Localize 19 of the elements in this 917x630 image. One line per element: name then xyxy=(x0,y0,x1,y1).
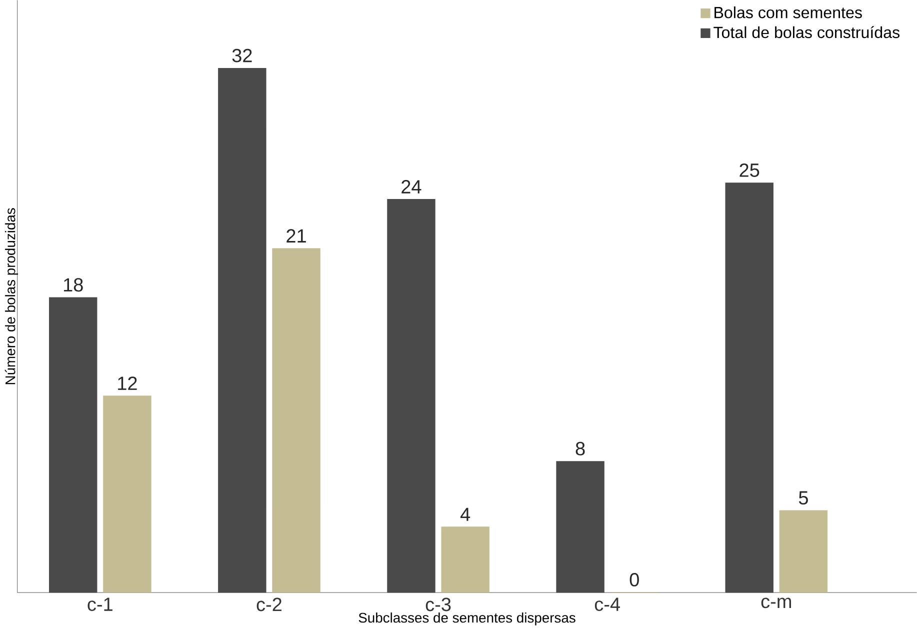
data-label: 12 xyxy=(118,376,137,390)
y-axis-title: Número de bolas produzidas xyxy=(4,208,18,384)
x-tick-label: c-3 xyxy=(426,598,451,612)
data-label: 8 xyxy=(576,442,585,456)
data-label: 24 xyxy=(402,180,422,194)
legend-label: Bolas com sementes xyxy=(714,6,862,18)
legend-label: Total de bolas construídas xyxy=(714,26,900,38)
data-label: 21 xyxy=(286,229,306,242)
data-label: 5 xyxy=(798,491,808,504)
data-label: 4 xyxy=(460,508,470,521)
x-tick-label: c-m xyxy=(761,598,791,608)
x-tick-label: c-1 xyxy=(88,598,112,611)
data-label: 0 xyxy=(630,572,639,586)
data-label: 18 xyxy=(64,278,83,292)
data-label: 25 xyxy=(740,163,760,177)
x-axis-title: Subclasses de sementes dispersas xyxy=(358,612,576,626)
x-tick-label: c-2 xyxy=(256,598,282,612)
data-label: 32 xyxy=(232,48,252,62)
x-tick-label: c-4 xyxy=(594,598,620,611)
